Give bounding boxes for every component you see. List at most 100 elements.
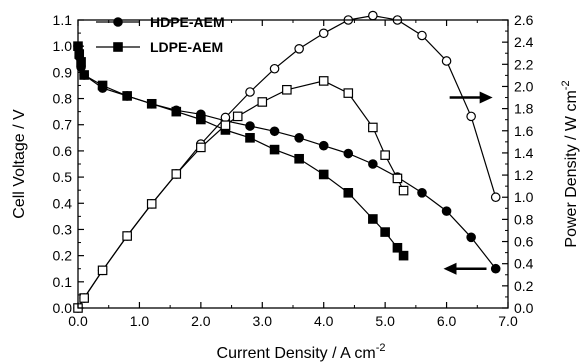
- axis-titles: Current Density / A cm-2 Power Density /…: [11, 80, 580, 362]
- data-point: [196, 142, 206, 153]
- series-line: [77, 46, 405, 256]
- data-point: [76, 57, 86, 67]
- data-point: [318, 76, 329, 86]
- x-tick-label: 1.0: [130, 313, 150, 329]
- data-point: [122, 91, 132, 101]
- series-0: [73, 41, 501, 274]
- right-axis-title: Power Density / W cm-2: [560, 80, 580, 247]
- y-left-tick-label: 0.4: [53, 195, 73, 211]
- data-point: [343, 188, 354, 198]
- y-left-tick-label: 0.3: [53, 221, 73, 237]
- data-point: [245, 87, 255, 97]
- data-point: [398, 250, 409, 261]
- data-point: [269, 144, 280, 155]
- series-line: [77, 46, 497, 270]
- data-point: [97, 80, 108, 91]
- data-point: [380, 150, 390, 160]
- legend-marker: [113, 17, 123, 27]
- arrow-head: [479, 91, 493, 104]
- right-axis-arrow: [449, 91, 493, 104]
- data-point: [220, 120, 231, 131]
- y-right-tick-label: 0.8: [514, 211, 534, 227]
- y-right-tick-label: 0.2: [514, 278, 534, 294]
- y-right-tick-label: 1.8: [514, 101, 534, 117]
- legend-marker: [113, 42, 123, 52]
- arrow-head: [443, 262, 457, 275]
- data-point: [368, 10, 378, 21]
- data-point: [245, 133, 255, 143]
- y-right-tick-label: 0.0: [514, 300, 534, 316]
- x-axis-title: Current Density / A cm-2: [217, 342, 386, 362]
- data-point: [282, 84, 292, 95]
- data-point: [368, 122, 378, 133]
- y-left-tick-label: 0.8: [53, 91, 73, 107]
- data-point: [122, 231, 132, 241]
- y-left-tick-label: 0.6: [53, 143, 73, 159]
- data-point: [97, 265, 108, 276]
- y-right-tick-label: 1.6: [514, 123, 534, 139]
- data-point: [318, 28, 329, 39]
- data-point: [392, 242, 403, 253]
- data-point: [79, 70, 89, 80]
- data-point: [269, 126, 280, 137]
- legend: HDPE-AEM LDPE-AEM: [96, 14, 225, 55]
- data-point: [466, 232, 476, 243]
- x-tick-label: 2.0: [191, 313, 211, 329]
- data-point: [294, 43, 304, 54]
- data-point: [171, 106, 182, 117]
- left-axis-arrow: [443, 262, 487, 275]
- data-point: [257, 97, 268, 107]
- legend-label: HDPE-AEM: [150, 14, 225, 30]
- y-right-tick-label: 2.6: [514, 12, 534, 28]
- data-point: [343, 88, 354, 98]
- data-point: [294, 153, 304, 164]
- data-point: [79, 293, 89, 303]
- data-point: [343, 148, 354, 159]
- x-tick-label: 6.0: [437, 313, 457, 329]
- legend-item-1: LDPE-AEM: [96, 39, 223, 55]
- plot-annotations: [443, 91, 493, 275]
- data-point: [245, 121, 255, 131]
- x-tick-label: 5.0: [375, 313, 395, 329]
- data-point: [171, 169, 182, 179]
- data-point: [146, 199, 157, 209]
- data-point: [269, 63, 280, 74]
- data-point: [294, 133, 304, 143]
- data-point: [368, 159, 378, 169]
- y-right-tick-label: 2.0: [514, 78, 534, 94]
- data-point: [441, 206, 452, 216]
- plot-axes: 0.0 1.0 2.0 3.0 4.0 5.0 6.0 7.00.00.10.20.30.40…: [53, 12, 534, 329]
- data-point: [380, 227, 390, 237]
- y-left-tick-label: 0.9: [53, 64, 73, 80]
- data-point: [441, 56, 452, 66]
- y-right-tick-label: 1.4: [514, 145, 534, 161]
- data-point: [196, 114, 206, 125]
- legend-label: LDPE-AEM: [150, 39, 223, 55]
- y-left-tick-label: 0.5: [53, 169, 73, 185]
- data-point: [318, 169, 329, 180]
- y-left-tick-label: 1.0: [53, 38, 73, 54]
- y-left-tick-label: 0.2: [53, 248, 73, 264]
- series-line: [77, 14, 497, 309]
- data-point: [318, 140, 329, 151]
- data-point: [490, 263, 501, 274]
- x-tick-label: 4.0: [314, 313, 334, 329]
- x-tick-label: 0.0: [68, 313, 88, 329]
- series-3: [73, 76, 409, 313]
- series-1: [73, 41, 409, 261]
- y-right-tick-label: 2.4: [514, 34, 534, 50]
- y-right-tick-label: 0.4: [514, 256, 534, 272]
- data-point: [146, 98, 157, 109]
- left-axis-title: Cell Voltage / V: [11, 109, 28, 219]
- y-left-tick-label: 0.0: [53, 300, 73, 316]
- series-2: [73, 10, 501, 313]
- y-right-tick-label: 0.6: [514, 234, 534, 250]
- plot-series: [73, 10, 501, 313]
- x-tick-label: 3.0: [253, 313, 273, 329]
- data-point: [417, 30, 427, 41]
- data-point: [466, 111, 476, 122]
- data-point: [368, 214, 378, 224]
- x-tick-label: 7.0: [498, 313, 518, 329]
- data-point: [417, 188, 427, 198]
